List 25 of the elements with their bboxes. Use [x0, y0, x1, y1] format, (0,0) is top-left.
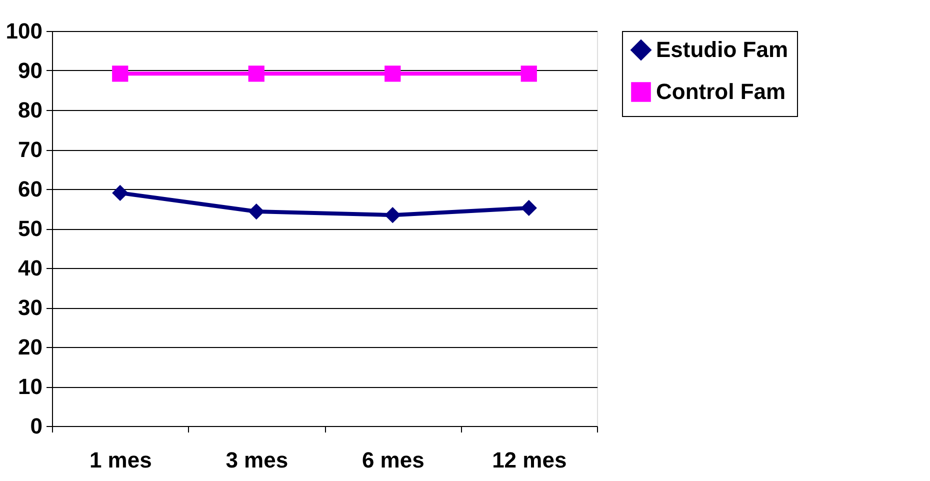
x-tick-label: 3 mes [226, 448, 288, 472]
y-tick-label: 40 [18, 256, 42, 280]
x-tick-label: 6 mes [362, 448, 424, 472]
y-tick-label: 20 [18, 334, 42, 360]
y-tick-label: 100 [6, 18, 42, 44]
point [520, 200, 537, 216]
point [520, 66, 537, 82]
y-tick-label: 0 [30, 414, 42, 438]
legend-label: Estudio Fam [656, 37, 788, 62]
y-tick-label: 80 [18, 98, 42, 122]
x-tick-label: 12 mes [492, 448, 567, 472]
y-tick-label: 70 [18, 137, 42, 162]
y-tick-label: 60 [18, 176, 42, 202]
y-tick-label: 90 [18, 58, 42, 83]
point [112, 66, 128, 82]
y-tick-label: 50 [18, 216, 42, 241]
point [248, 66, 264, 82]
point [384, 207, 401, 224]
point [384, 66, 401, 82]
point [112, 184, 128, 202]
y-tick-label: 10 [18, 374, 42, 399]
y-tick-label: 30 [18, 295, 42, 320]
legend-label: Control Fam [656, 79, 786, 104]
x-tick-label: 1 mes [89, 448, 152, 472]
point [248, 203, 264, 220]
